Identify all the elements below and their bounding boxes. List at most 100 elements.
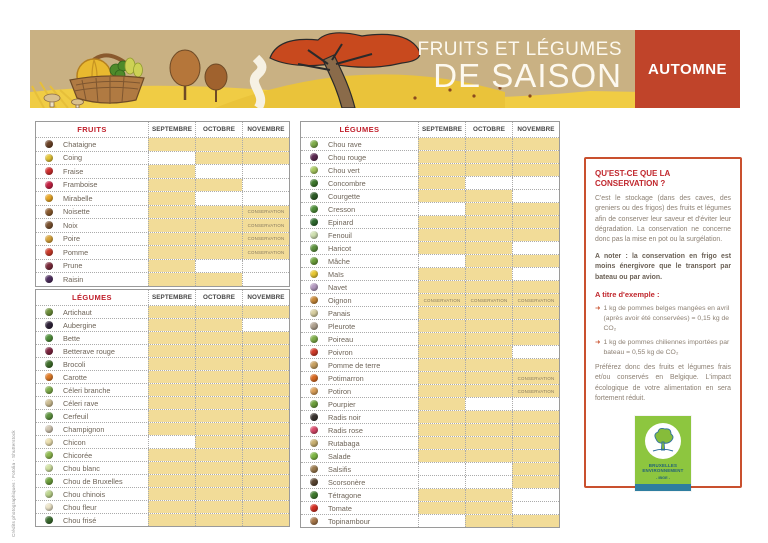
table-row: Chou de Bruxelles (36, 474, 289, 487)
table-row: Pomme de terre (301, 358, 559, 371)
month-cell (465, 164, 512, 176)
big-tree-illustration (269, 32, 532, 108)
row-label: Tétragone (328, 490, 362, 500)
row-icon-cell (301, 359, 327, 371)
row-icon-cell (301, 398, 327, 410)
fruits-table: FRUITS SEPTEMBRE OCTOBRE NOVEMBRE Chataigne C… (35, 121, 290, 287)
month-cell (242, 371, 289, 383)
month-cell (148, 138, 195, 151)
concombre-icon (310, 179, 318, 187)
bullet-text: 1 kg de pommes chiliennes importées par … (603, 339, 730, 357)
table-row: Epinard (301, 215, 559, 228)
row-label: Artichaut (63, 307, 92, 317)
row-icon-cell (301, 489, 327, 501)
salsifis-icon (310, 465, 318, 473)
month-cell (512, 502, 559, 514)
month-cell (195, 332, 242, 344)
month-cell (242, 397, 289, 409)
table-row: Radis noir (301, 410, 559, 423)
month-cell: CONSERVATION (242, 246, 289, 259)
row-label: Salade (328, 451, 351, 461)
month-cell (512, 450, 559, 462)
month-cell (195, 358, 242, 370)
month-cell (418, 502, 465, 514)
table-header-row: LÉGUMES SEPTEMBRE OCTOBRE NOVEMBRE (301, 122, 559, 137)
row-icon-cell (36, 260, 62, 273)
table-row: Tomate (301, 501, 559, 514)
row-icon-cell (36, 345, 62, 357)
month-cell (148, 410, 195, 422)
conservation-info-panel: QU'EST-CE QUE LA CONSERVATION ? C'est le… (584, 157, 742, 492)
month-cell (195, 410, 242, 422)
month-cell (195, 501, 242, 513)
row-icon-cell (36, 436, 62, 448)
navet-icon (310, 283, 318, 291)
row-icon-cell (301, 372, 327, 384)
row-label: Chou fleur (63, 502, 97, 512)
month-cell (418, 229, 465, 241)
month-cell (418, 463, 465, 475)
row-label: Prune (63, 261, 83, 271)
month-cell (512, 359, 559, 371)
row-label: Rutabaga (328, 438, 360, 448)
month-cell (148, 358, 195, 370)
month-cell (195, 488, 242, 500)
month-cell (242, 345, 289, 357)
row-label: Raisin (63, 274, 84, 284)
month-cell (148, 384, 195, 396)
row-icon-cell (36, 138, 62, 151)
month-cell (242, 423, 289, 435)
row-label: Cerfeuil (63, 411, 89, 421)
month-cell (195, 192, 242, 205)
month-cell (418, 268, 465, 280)
row-label: Salsifis (328, 464, 352, 474)
row-label: Concombre (328, 178, 366, 188)
row-label: Fenouil (328, 230, 352, 240)
radis-rose-icon (310, 426, 318, 434)
row-label: Noix (63, 220, 78, 230)
month-cell (465, 437, 512, 449)
month-cell (465, 138, 512, 150)
table-header-row: FRUITS SEPTEMBRE OCTOBRE NOVEMBRE (36, 122, 289, 137)
month-cell (148, 345, 195, 357)
month-cell (195, 462, 242, 474)
month-header: NOVEMBRE (512, 122, 559, 137)
epinard-icon (310, 218, 318, 226)
month-cell (195, 178, 242, 191)
bette-icon (45, 334, 53, 342)
row-icon-cell (301, 320, 327, 332)
example-bullet-2: ➜ 1 kg de pommes chiliennes importées pa… (595, 338, 731, 358)
row-icon-cell (301, 476, 327, 488)
poire-icon (45, 234, 53, 243)
month-cell (195, 306, 242, 318)
pourpier-icon (310, 400, 318, 408)
tomate-icon (310, 504, 318, 512)
row-label: Chou rouge (328, 152, 367, 162)
table-row: Carotte (36, 370, 289, 383)
table-row: Concombre (301, 176, 559, 189)
month-cell (512, 164, 559, 176)
month-cell (465, 333, 512, 345)
month-cell (465, 190, 512, 202)
table-row: Chou blanc (36, 461, 289, 474)
poster-title: FRUITS ET LÉGUMES DE SAISON (417, 40, 622, 93)
month-cell (148, 488, 195, 500)
haricot-icon (310, 244, 318, 252)
month-cell (465, 307, 512, 319)
row-label: Framboise (63, 180, 98, 190)
season-badge: AUTOMNE (635, 30, 740, 108)
title-line-2: DE SAISON (433, 57, 622, 95)
row-icon-cell (36, 501, 62, 513)
table-row: Cresson (301, 202, 559, 215)
month-cell (195, 449, 242, 461)
celeri-branche-icon (45, 386, 53, 394)
betterave-rouge-icon (45, 347, 53, 355)
logo-line-2: ENVIRONNEMENT (642, 468, 684, 474)
month-cell (465, 463, 512, 475)
row-label: Radis rose (328, 425, 363, 435)
month-cell (418, 138, 465, 150)
month-cell (465, 229, 512, 241)
month-cell (148, 273, 195, 286)
row-icon-cell (301, 190, 327, 202)
info-panel-title: QU'EST-CE QUE LA CONSERVATION ? (595, 169, 670, 188)
